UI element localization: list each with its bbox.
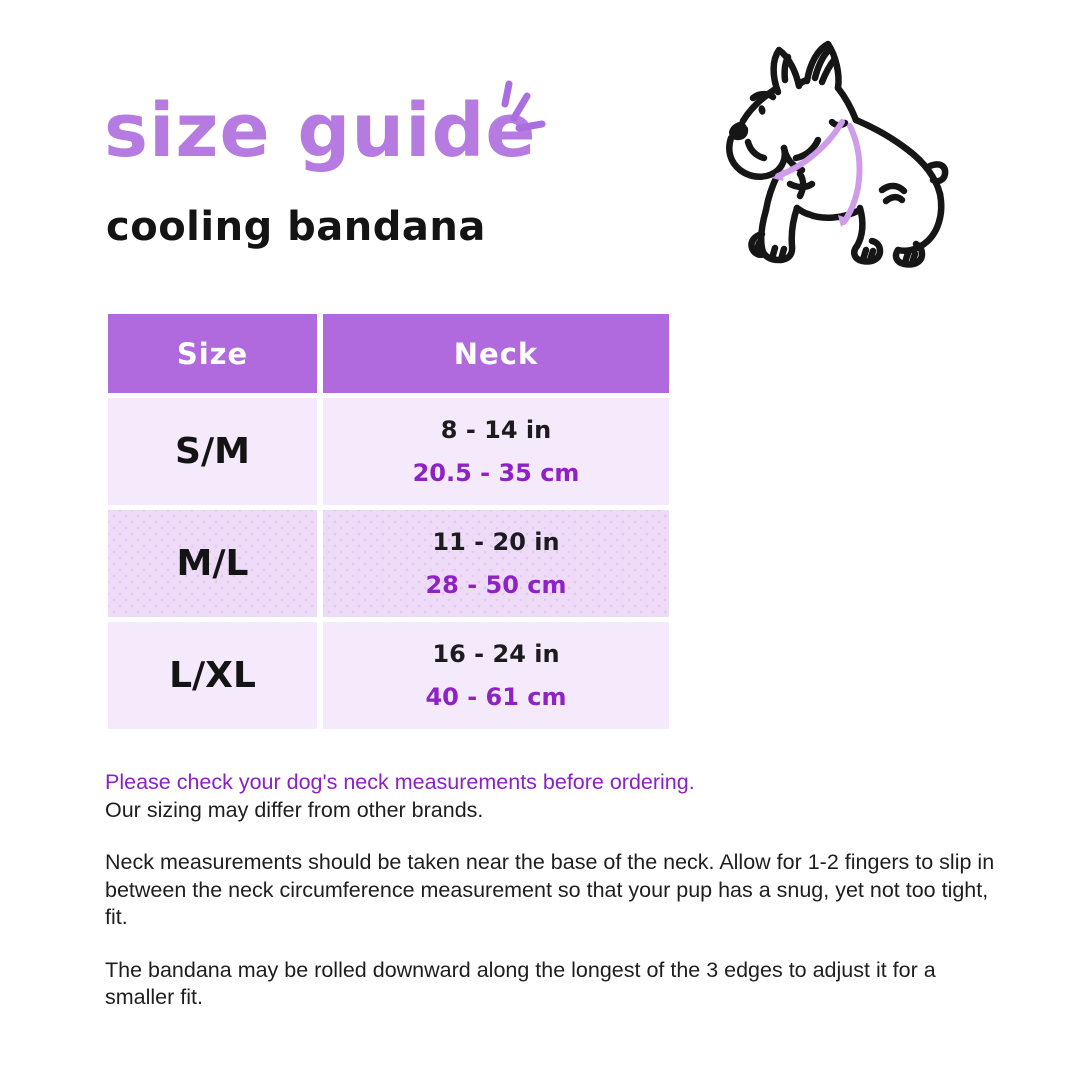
note-roll-adjust: The bandana may be rolled downward along… — [105, 957, 936, 1010]
sizing-notes: Please check your dog's neck measurement… — [105, 769, 995, 1012]
column-header-neck: Neck — [323, 314, 669, 393]
table-row-lxl-size: L/XL — [108, 622, 317, 729]
table-row-ml-size: M/L — [108, 510, 317, 617]
column-header-size: Size — [108, 314, 317, 393]
table-row-ml-neck: 11 - 20 in 28 - 50 cm — [323, 510, 669, 617]
note-brands: Our sizing may differ from other brands. — [105, 797, 484, 822]
note-how-to-measure: Neck measurements should be taken near t… — [105, 850, 995, 929]
neck-cm-value: 28 - 50 cm — [425, 570, 567, 599]
neck-cm-value: 40 - 61 cm — [425, 682, 567, 711]
neck-cm-value: 20.5 - 35 cm — [412, 458, 580, 487]
page-title: size guide — [104, 88, 537, 174]
neck-inches-value: 16 - 24 in — [432, 640, 560, 669]
table-row-sm-size: S/M — [108, 398, 317, 505]
product-subtitle: cooling bandana — [106, 204, 486, 250]
french-bulldog-with-neck-measurement-icon — [700, 38, 962, 274]
table-row-sm-neck: 8 - 14 in 20.5 - 35 cm — [323, 398, 669, 505]
size-table: Size Neck S/M 8 - 14 in 20.5 - 35 cm M/L… — [108, 314, 669, 729]
sparkle-icon — [498, 80, 550, 142]
table-row-lxl-neck: 16 - 24 in 40 - 61 cm — [323, 622, 669, 729]
note-check-measurements: Please check your dog's neck measurement… — [105, 770, 695, 794]
neck-inches-value: 8 - 14 in — [440, 416, 552, 445]
neck-inches-value: 11 - 20 in — [432, 528, 560, 557]
